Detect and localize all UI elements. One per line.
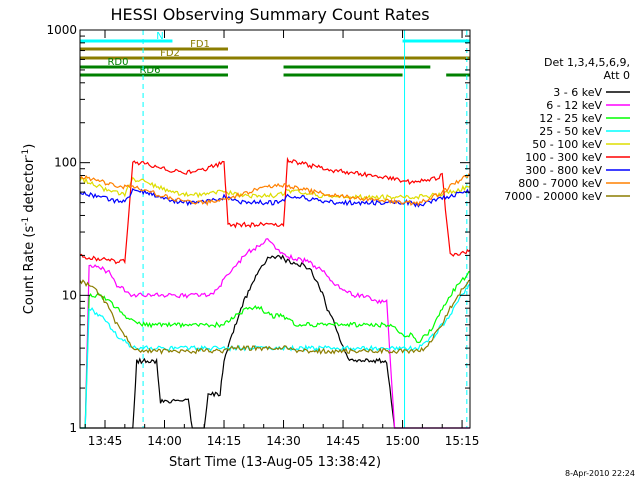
series-line-0 — [80, 254, 470, 429]
series-line-5 — [79, 156, 471, 265]
y-label-sup2: -1 — [21, 149, 31, 158]
x-axis-label: Start Time (13-Aug-05 13:38:42) — [169, 455, 381, 470]
y-axis-label: Count Rate (s-1 detector-1) — [21, 144, 37, 315]
series-line-2 — [80, 271, 471, 429]
flag-label-rd0: RD0 — [107, 57, 128, 68]
legend-label-5: 100 - 300 keV — [525, 151, 602, 164]
legend-header: Det 1,3,4,5,6,9, — [544, 56, 630, 69]
flag-label-rd6: RD6 — [139, 65, 160, 76]
legend-label-3: 25 - 50 keV — [539, 125, 602, 138]
flag-bars: N FD1 FD2 RD0 RD6 — [80, 31, 470, 77]
y-tick-label-2: 100 — [54, 156, 77, 170]
flag-label-fd2: FD2 — [160, 48, 180, 59]
legend-label-7: 800 - 7000 keV — [518, 177, 602, 190]
flag-label-n: N — [156, 31, 163, 42]
series-line-7 — [79, 173, 471, 207]
y-label-mid: detector — [22, 157, 37, 217]
axes: 13:45 14:00 14:15 14:30 14:45 15:00 15:15 1 10 10… — [46, 23, 479, 448]
chart-title: HESSI Observing Summary Count Rates — [110, 5, 429, 24]
flag-label-fd1: FD1 — [190, 39, 210, 50]
legend-header-attenuator: Att 0 — [604, 69, 630, 82]
series-line-8 — [79, 279, 471, 355]
legend-label-8: 7000 - 20000 keV — [504, 190, 602, 203]
vertical-markers — [79, 30, 468, 428]
footer-timestamp: 8-Apr-2010 22:24 — [565, 469, 635, 478]
x-tick-label-4: 14:45 — [326, 434, 361, 448]
y-label-sup1: -1 — [21, 217, 31, 226]
legend-label-0: 3 - 6 keV — [553, 86, 602, 99]
y-label-main: Count Rate (s — [22, 226, 37, 315]
legend-label-6: 300 - 800 keV — [525, 164, 602, 177]
x-tick-label-5: 15:00 — [385, 434, 420, 448]
x-tick-label-3: 14:30 — [266, 434, 301, 448]
y-tick-label-1: 10 — [62, 288, 77, 302]
x-tick-label-6: 15:15 — [445, 434, 480, 448]
plot-frame — [79, 29, 471, 429]
legend-label-1: 6 - 12 keV — [546, 99, 602, 112]
series-lines — [79, 156, 471, 429]
series-line-3 — [80, 284, 471, 429]
y-label-end: ) — [22, 144, 37, 149]
x-tick-label-0: 13:45 — [88, 434, 123, 448]
legend-label-4: 50 - 100 keV — [532, 138, 602, 151]
y-tick-label-0: 1 — [69, 421, 77, 435]
legend-label-2: 12 - 25 keV — [539, 112, 602, 125]
x-tick-label-1: 14:00 — [147, 434, 182, 448]
x-tick-label-2: 14:15 — [207, 434, 242, 448]
series-line-4 — [79, 176, 471, 201]
y-tick-label-3: 1000 — [46, 23, 77, 37]
